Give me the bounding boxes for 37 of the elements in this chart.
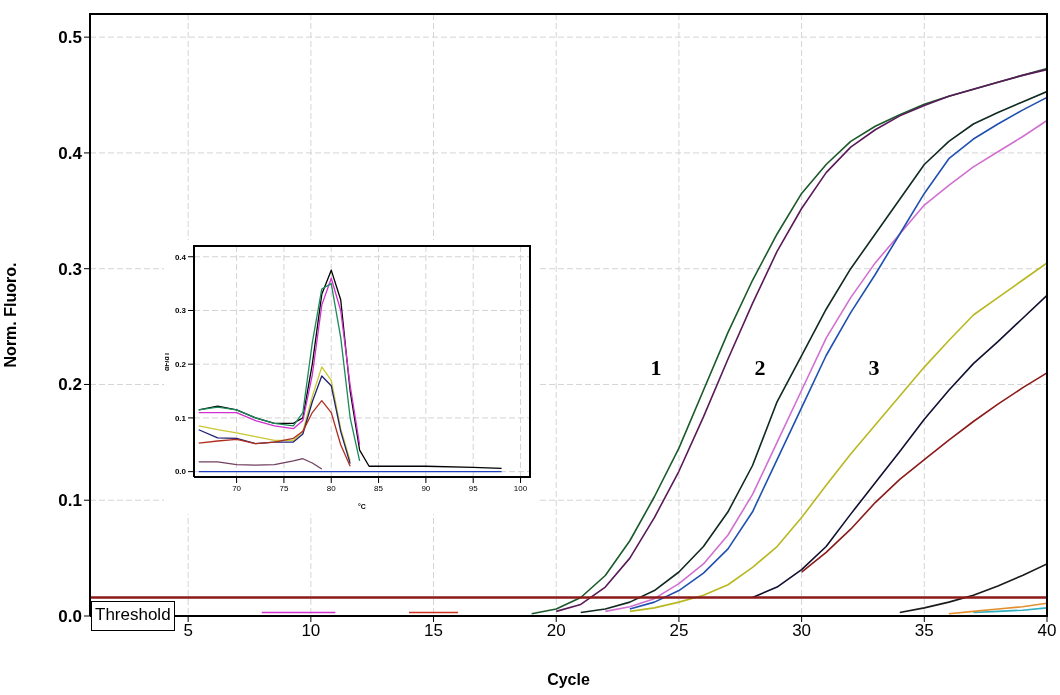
x-tick-label: 30 [792, 621, 812, 641]
y-tick-label: 0.2 [58, 375, 82, 395]
x-tick-label: 80 [326, 483, 337, 493]
x-tick-label: 95 [468, 483, 479, 493]
y-tick-label: 0.0 [58, 607, 82, 627]
x-tick-label: 100 [513, 483, 528, 493]
line-series [198, 458, 323, 470]
y-tick-label: 0.3 [174, 306, 187, 316]
x-tick-label: 5 [183, 621, 193, 641]
x-tick-label: 15 [424, 621, 443, 641]
x-tick-label: 85 [374, 483, 384, 493]
y-tick-label: 0.1 [174, 413, 187, 423]
x-tick-label: 35 [914, 621, 934, 641]
line-series [629, 262, 1047, 613]
x-tick-label: 25 [669, 621, 689, 641]
ref-line-label: Threshold [91, 601, 175, 632]
x-tick-label: 75 [279, 483, 289, 493]
annotation: 3 [867, 354, 881, 382]
x-tick-label: 10 [301, 621, 321, 641]
y-tick-label: 0.4 [174, 252, 187, 262]
x-tick-label: 20 [546, 621, 566, 641]
y-tick-label: 0.5 [58, 28, 82, 48]
annotation: 1 [649, 354, 663, 382]
y-tick-label: 0.2 [174, 360, 187, 370]
y-axis-title: Norm. Fluoro. [1, 262, 19, 368]
y-tick-label: 0.3 [58, 259, 82, 279]
y-tick-label: 0.4 [58, 143, 83, 163]
x-tick-label: 90 [421, 483, 431, 493]
annotation: 2 [753, 354, 767, 382]
x-tick-label: 40 [1037, 621, 1057, 641]
line-series [948, 602, 1047, 615]
y-tick-label: 0.0 [174, 467, 187, 477]
x-axis-title: Cycle [547, 671, 590, 688]
line-series [198, 400, 351, 467]
x-tick-label: 70 [232, 483, 242, 493]
line-series [898, 563, 1047, 614]
y-tick-label: 0.1 [58, 491, 82, 511]
